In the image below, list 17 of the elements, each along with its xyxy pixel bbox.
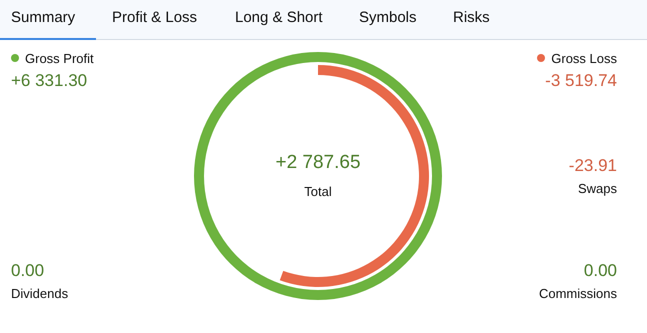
text: Symbols xyxy=(359,9,417,26)
data-label: +2 787.65 xyxy=(274,152,362,174)
data-label: -23.91 xyxy=(568,156,617,176)
text: Long & Short xyxy=(235,9,323,26)
category-label: Gross Loss xyxy=(550,51,617,66)
data-label: -3 519.74 xyxy=(545,71,617,91)
category-label: Dividends xyxy=(11,286,68,301)
category-label: Swaps xyxy=(578,181,617,196)
data-label: 0.00 xyxy=(11,261,44,281)
category-label: Commissions xyxy=(538,286,617,301)
data-label: +6 331.30 xyxy=(11,71,88,91)
text: Summary xyxy=(11,9,76,26)
data-label: 0.00 xyxy=(584,261,617,281)
category-label: Gross Profit xyxy=(24,51,94,66)
text: Profit & Loss xyxy=(112,9,198,26)
text: Risks xyxy=(453,9,490,26)
category-label: Total xyxy=(303,184,333,199)
